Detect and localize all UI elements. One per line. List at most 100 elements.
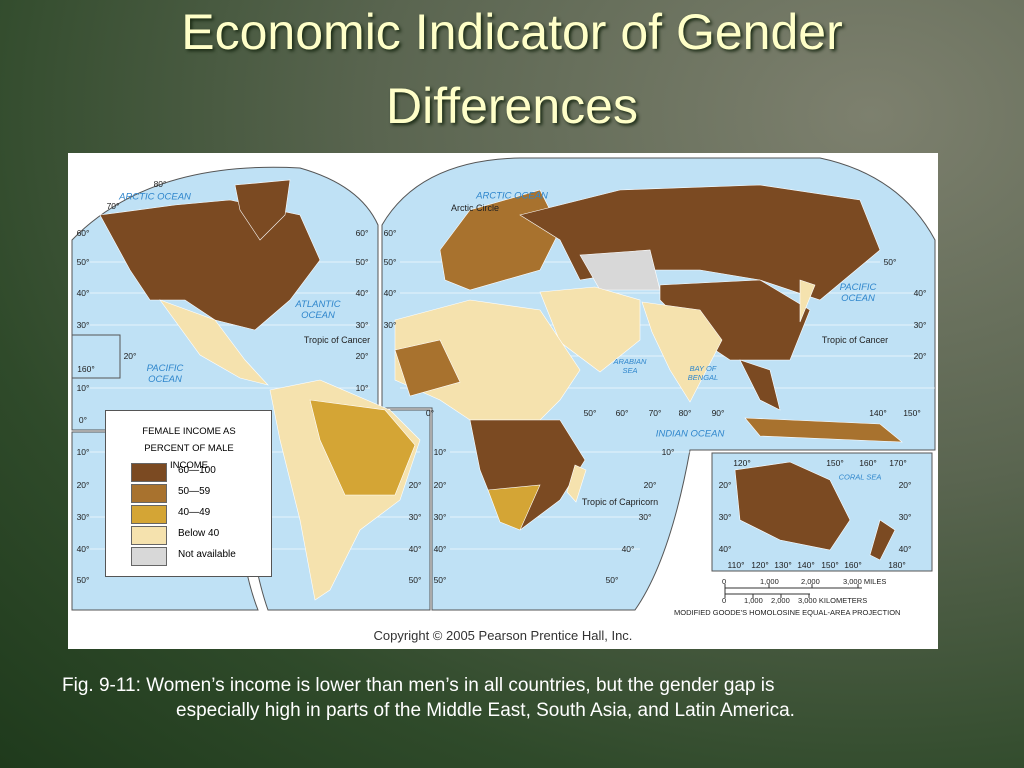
graticule-label: 20° xyxy=(355,351,369,361)
legend-swatch xyxy=(131,463,167,482)
projection-label: MODIFIED GOODE'S HOMOLOSINE EQUAL-AREA P… xyxy=(674,608,901,617)
graticule-label: 60° xyxy=(76,228,90,238)
graticule-label: 40° xyxy=(383,288,397,298)
graticule-label: 40° xyxy=(621,544,635,554)
scale-label: 0 xyxy=(722,577,727,586)
inset-box xyxy=(71,334,121,379)
land xyxy=(394,339,461,397)
land xyxy=(566,464,587,503)
graticule-label: 0° xyxy=(78,415,88,425)
graticule-label: 160° xyxy=(77,364,95,374)
graticule-label: 10° xyxy=(661,447,675,457)
graticule-label: 10° xyxy=(433,447,447,457)
slide-title: Differences xyxy=(386,78,638,134)
graticule-label: 40° xyxy=(718,544,732,554)
graticule-label: 20° xyxy=(408,480,422,490)
graticule-label: 40° xyxy=(408,544,422,554)
map-label: ARABIAN SEA xyxy=(613,357,647,375)
graticule-label: 140° xyxy=(797,560,815,570)
legend-swatch xyxy=(131,505,167,524)
graticule-label: 50° xyxy=(383,257,397,267)
graticule-label: 140° xyxy=(869,408,887,418)
graticule-label: 180° xyxy=(888,560,906,570)
graticule-label: 20° xyxy=(718,480,732,490)
graticule-label: 70° xyxy=(648,408,662,418)
graticule-label: 150° xyxy=(821,560,839,570)
graticule-label: 90° xyxy=(711,408,725,418)
graticule-label: 30° xyxy=(638,512,652,522)
scale-label: 3,000 KILOMETERS xyxy=(798,596,868,605)
graticule-label: 30° xyxy=(383,320,397,330)
map-label: PACIFIC OCEAN xyxy=(839,282,877,304)
graticule-label: 50° xyxy=(408,575,422,585)
map-label: CORAL SEA xyxy=(838,472,882,482)
map-label: Tropic of Cancer xyxy=(303,335,371,345)
graticule-label: 10° xyxy=(355,383,369,393)
scale-label: 1,000 xyxy=(744,596,763,605)
land xyxy=(734,461,851,551)
scale-label: 1,000 xyxy=(760,577,779,586)
graticule-label: 60° xyxy=(615,408,629,418)
land xyxy=(799,279,816,323)
map-label: Tropic of Capricorn xyxy=(581,497,659,507)
graticule-label: 120° xyxy=(751,560,769,570)
map-label: ARCTIC OCEAN xyxy=(119,191,191,203)
caption: Fig. 9-11: Women’s income is lower than … xyxy=(62,675,775,696)
graticule-label: 30° xyxy=(408,512,422,522)
graticule-label: 150° xyxy=(903,408,921,418)
land xyxy=(234,179,291,241)
graticule-label: 0° xyxy=(425,408,435,418)
land xyxy=(739,359,781,411)
graticule-label: 80° xyxy=(678,408,692,418)
legend-label: 40—49 xyxy=(178,507,211,518)
graticule-label: 30° xyxy=(76,320,90,330)
copyright: Copyright © 2005 Pearson Prentice Hall, … xyxy=(373,628,633,643)
legend-label: 50—59 xyxy=(178,486,211,497)
land xyxy=(487,484,541,531)
scale-label: 2,000 xyxy=(801,577,820,586)
legend-label: 60—100 xyxy=(178,465,216,476)
graticule-label: 170° xyxy=(889,458,907,468)
graticule-label: 30° xyxy=(433,512,447,522)
map-label: Arctic Circle xyxy=(450,203,500,213)
graticule-label: 130° xyxy=(774,560,792,570)
graticule-label: 50° xyxy=(76,575,90,585)
graticule-label: 40° xyxy=(913,288,927,298)
graticule-label: 30° xyxy=(913,320,927,330)
legend-label: Not available xyxy=(178,549,236,560)
graticule-label: 20° xyxy=(913,351,927,361)
legend-swatch xyxy=(131,484,167,503)
map-label: ATLANTIC OCEAN xyxy=(295,299,341,321)
graticule-label: 70° xyxy=(106,201,120,211)
graticule-label: 50° xyxy=(583,408,597,418)
map-label: BAY OF BENGAL xyxy=(687,364,719,382)
graticule-label: 20° xyxy=(76,480,90,490)
graticule-label: 60° xyxy=(383,228,397,238)
graticule-label: 40° xyxy=(76,288,90,298)
graticule-label: 150° xyxy=(826,458,844,468)
map-label: INDIAN OCEAN xyxy=(655,428,725,440)
map-label: ARCTIC OCEAN xyxy=(476,190,548,202)
legend-swatch xyxy=(131,547,167,566)
graticule-label: 30° xyxy=(355,320,369,330)
graticule-label: 40° xyxy=(433,544,447,554)
graticule-label: 30° xyxy=(898,512,912,522)
graticule-label: 50° xyxy=(355,257,369,267)
graticule-label: 40° xyxy=(76,544,90,554)
graticule-label: 160° xyxy=(844,560,862,570)
scale-bar xyxy=(724,584,862,598)
map-label: PACIFIC OCEAN xyxy=(146,363,184,385)
land xyxy=(744,417,903,443)
legend-swatch xyxy=(131,526,167,545)
graticule-label: 20° xyxy=(123,351,137,361)
graticule-label: 110° xyxy=(727,560,745,570)
graticule-label: 50° xyxy=(76,257,90,267)
graticule-label: 20° xyxy=(898,480,912,490)
graticule-label: 10° xyxy=(76,447,90,457)
graticule-label: 30° xyxy=(76,512,90,522)
legend: FEMALE INCOME AS PERCENT OF MALE INCOME … xyxy=(105,410,272,577)
slide-title: Economic Indicator of Gender xyxy=(181,4,843,60)
graticule-label: 80° xyxy=(153,179,167,189)
scale-label: 2,000 xyxy=(771,596,790,605)
graticule-label: 50° xyxy=(605,575,619,585)
